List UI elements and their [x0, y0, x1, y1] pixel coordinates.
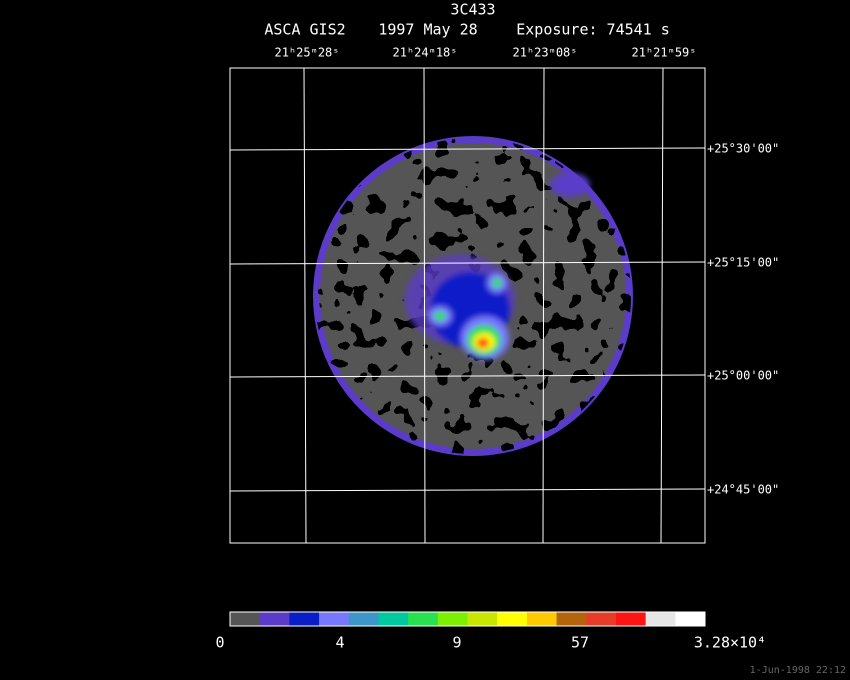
colorbar-label: 0	[215, 634, 224, 652]
colorbar-segment	[230, 612, 261, 626]
exposure: Exposure: 74541 s	[516, 21, 670, 39]
colorbar-label: 9	[452, 634, 461, 652]
colorbar-segment	[408, 612, 439, 626]
colorbar-segment	[675, 612, 706, 626]
colorbar-segment	[348, 612, 379, 626]
colorbar-segment	[319, 612, 350, 626]
ra-label: 21ʰ25ᵐ28ˢ	[274, 46, 339, 60]
colorbar-segment	[289, 612, 320, 626]
coordinate-grid	[229, 67, 706, 544]
colorbar-segment	[526, 612, 558, 626]
colorbar-segment	[378, 612, 409, 626]
colorbar-label: 57	[571, 634, 589, 652]
dec-label: +25°30'00"	[707, 142, 779, 156]
colorbar-segment	[556, 612, 587, 626]
colorbar-segment	[259, 612, 290, 626]
colorbar-label: 4	[335, 634, 344, 652]
date: 1997 May 28	[378, 21, 477, 39]
colorbar-label: 3.28×10⁴	[694, 634, 766, 652]
colorbar-segment	[645, 612, 676, 626]
colorbar-segment	[615, 612, 647, 626]
ra-label: 21ʰ21ᵐ59ˢ	[631, 46, 696, 60]
sky-image	[313, 136, 633, 456]
colorbar-frame	[229, 611, 706, 627]
colorbar-segment	[497, 612, 528, 626]
timestamp: 1-Jun-1998 22:12	[750, 665, 846, 676]
dec-label: +25°15'00"	[707, 256, 779, 270]
colorbar-segment	[467, 612, 498, 626]
sources	[405, 173, 590, 360]
instrument: ASCA GIS2	[264, 21, 345, 39]
ra-label: 21ʰ23ᵐ08ˢ	[512, 46, 577, 60]
colorbar-segment	[437, 612, 468, 626]
colorbar-segment	[586, 612, 617, 626]
dec-label: +25°00'00"	[707, 369, 779, 383]
dec-label: +24°45'00"	[707, 483, 779, 497]
object-name: 3C433	[450, 1, 495, 19]
ra-label: 21ʰ24ᵐ18ˢ	[392, 46, 457, 60]
colorbar	[230, 612, 706, 626]
image-frame	[229, 67, 706, 544]
